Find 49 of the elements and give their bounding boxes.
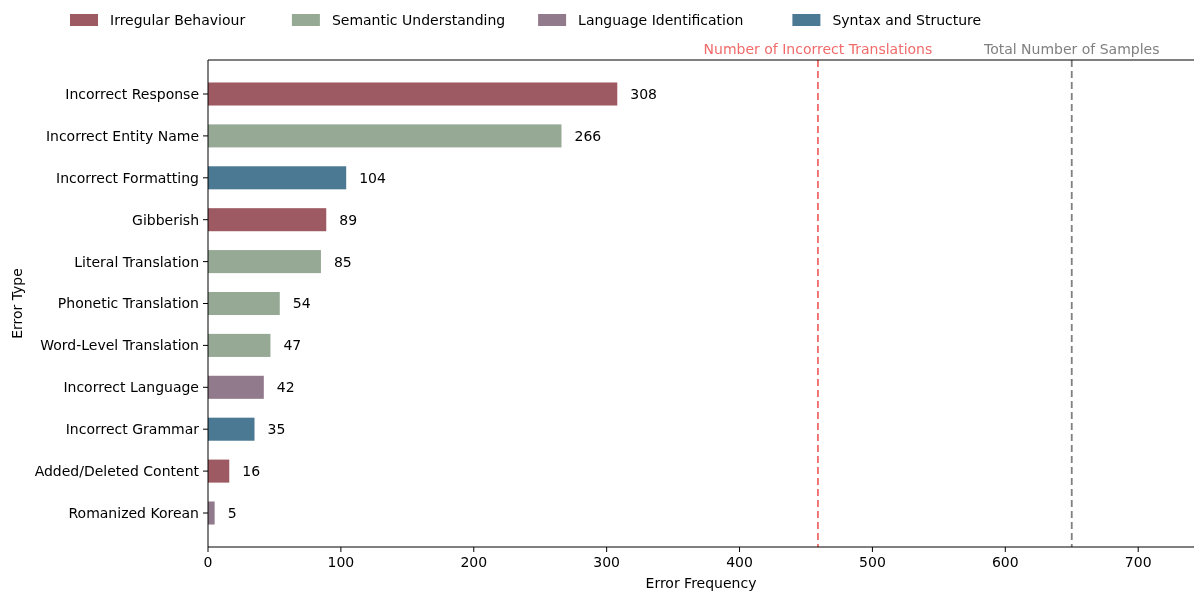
data-label: 104 [359,169,387,186]
data-label: 85 [333,253,352,270]
y-tick-label: Added/Deleted Content [34,463,200,479]
x-tick-label: 600 [991,554,1019,570]
data-label: 308 [630,85,658,102]
x-tick-label: 700 [1124,554,1152,570]
legend-label: Language Identification [578,11,744,28]
y-tick-label: Word-Level Translation [40,337,199,354]
data-label: 89 [339,211,358,228]
data-label: 42 [276,379,295,396]
x-tick-label: 0 [203,554,213,570]
y-tick-label: Gibberish [132,211,199,228]
legend-label: Semantic Understanding [331,11,506,28]
bar [208,333,271,357]
data-label: 47 [283,337,302,354]
x-tick-label: 200 [460,554,488,570]
bar [208,124,562,148]
y-tick-label: Incorrect Entity Name [45,127,199,144]
bar [208,208,327,232]
y-tick-label: Romanized Korean [68,504,199,521]
x-tick-label: 100 [327,554,355,570]
y-tick-label: Incorrect Language [63,379,199,396]
y-tick-label: Incorrect Formatting [56,169,199,186]
bar [208,459,230,483]
bar [208,291,280,316]
ref-line-label: Total Number of Samples [982,41,1160,57]
y-tick-label: Incorrect Grammar [65,421,200,438]
data-label: 35 [267,421,286,438]
x-tick-label: 300 [593,554,621,570]
bar [208,82,618,106]
ref-line-label: Number of Incorrect Translations [703,41,933,57]
data-label: 5 [227,504,237,521]
bar [208,250,321,274]
y-tick-label: Phonetic Translation [57,295,199,312]
y-axis-title: Error Type [9,268,25,339]
bar [208,417,255,441]
x-tick-label: 500 [859,554,886,570]
x-axis-title: Error Frequency [645,575,757,591]
y-tick-label: Incorrect Response [65,85,199,102]
data-label: 16 [242,463,261,479]
bar [208,501,215,525]
x-tick-label: 400 [726,554,753,570]
bar [208,375,264,399]
data-label: 266 [574,127,602,144]
data-label: 54 [292,295,311,312]
legend-label: Syntax and Structure [832,11,982,28]
bar [208,166,347,190]
y-tick-label: Literal Translation [74,253,199,270]
legend-label: Irregular Behaviour [110,11,246,28]
